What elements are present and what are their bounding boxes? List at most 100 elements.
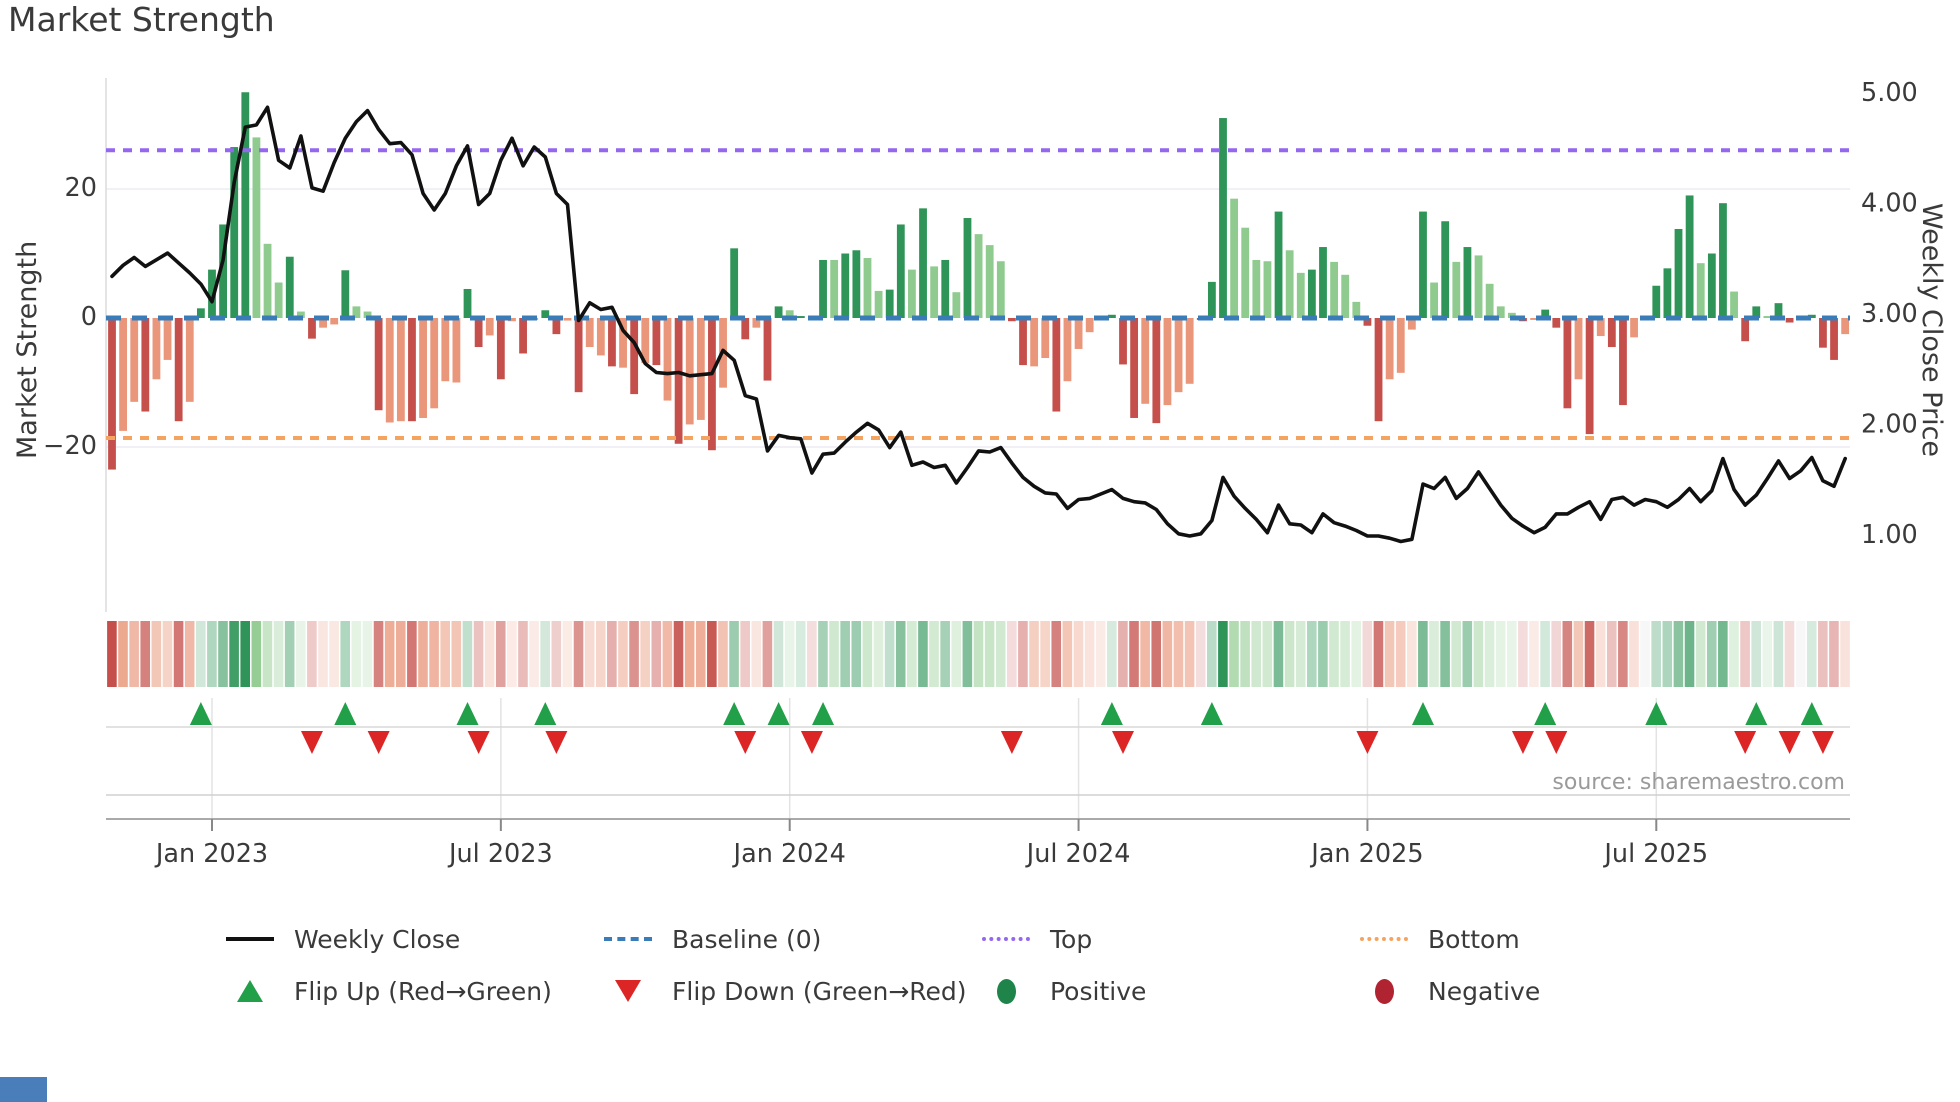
strength-bar	[241, 92, 250, 318]
chart-legend: Weekly Close Baseline (0) Top Bottom Fli…	[224, 918, 1736, 1012]
strength-bar	[1074, 318, 1083, 349]
heatmap-cell	[1118, 621, 1128, 687]
flip-up-marker	[812, 702, 835, 725]
strength-bar	[663, 318, 672, 401]
strength-bar	[374, 318, 383, 411]
flip-up-marker	[334, 702, 357, 725]
strength-bar	[1552, 318, 1561, 328]
heatmap-cell	[1540, 621, 1550, 687]
heatmap-cell	[1618, 621, 1628, 687]
legend-item-negative: Negative	[1358, 970, 1736, 1012]
strength-bar	[1241, 227, 1250, 318]
heatmap-cell	[1062, 621, 1073, 687]
heatmap-cell	[695, 621, 706, 687]
strength-bar	[285, 256, 294, 318]
tick-label: Jan 2024	[732, 839, 846, 869]
heatmap-cell	[451, 621, 462, 687]
flip-down-marker	[1356, 731, 1379, 754]
heatmap-cell	[507, 621, 517, 687]
strength-bar	[330, 318, 339, 325]
strength-bar	[1630, 318, 1638, 338]
bottom-dotted-swatch	[1360, 937, 1408, 941]
heatmap-cell	[1518, 621, 1528, 687]
strength-bar	[1119, 318, 1127, 365]
strength-bar	[308, 318, 316, 339]
heatmap-cell	[684, 621, 695, 687]
heatmap-cell	[129, 621, 139, 687]
baseline-dash-swatch	[604, 937, 652, 941]
heatmap-cell	[1729, 621, 1739, 687]
heatmap-cell	[1140, 621, 1150, 687]
heatmap-cell	[1073, 621, 1084, 687]
strength-bar	[585, 318, 594, 348]
heatmap-cell	[118, 621, 128, 687]
heatmap-cell	[595, 621, 606, 687]
heatmap-cell	[1306, 621, 1317, 687]
strength-bar	[641, 318, 650, 364]
heatmap-cell	[740, 621, 750, 687]
heatmap-cell	[895, 621, 906, 687]
heatmap-cell	[184, 621, 195, 687]
heatmap-strip	[107, 621, 1850, 687]
heatmap-cell	[1040, 621, 1050, 687]
strength-bar	[785, 310, 794, 318]
heatmap-cell	[1818, 621, 1828, 687]
tick-label: −20	[43, 431, 97, 461]
strength-bar	[1363, 318, 1372, 326]
heatmap-cell	[884, 621, 895, 687]
legend-item-positive: Positive	[980, 970, 1358, 1012]
top-dotted-swatch	[982, 937, 1030, 941]
heatmap-cell	[1295, 621, 1306, 687]
heatmap-cell	[784, 621, 795, 687]
strength-bar	[508, 318, 516, 322]
weekly-close-line-swatch	[226, 937, 274, 941]
heatmap-cell	[1406, 621, 1417, 687]
strength-bar	[708, 318, 716, 451]
strength-bar	[474, 318, 483, 348]
tick-label: 3.00	[1861, 299, 1918, 329]
heatmap-cell	[1584, 621, 1595, 687]
flip-up-marker	[456, 702, 479, 725]
legend-label: Flip Up (Red→Green)	[294, 976, 552, 1006]
strength-bar	[619, 318, 627, 368]
strength-bar	[1307, 269, 1316, 318]
heatmap-cell	[651, 621, 662, 687]
strength-bar	[1741, 318, 1750, 342]
strength-bar	[1496, 306, 1505, 318]
heatmap-cell	[907, 621, 917, 687]
heatmap-cell	[951, 621, 962, 687]
heatmap-cell	[940, 621, 950, 687]
flip-up-marker	[1100, 702, 1123, 725]
heatmap-cell	[1740, 621, 1750, 687]
strength-bar	[1463, 247, 1472, 318]
heatmap-cell	[640, 621, 650, 687]
strength-bar	[408, 318, 416, 422]
heatmap-cell	[1440, 621, 1450, 687]
legend-item-flip-up: Flip Up (Red→Green)	[224, 970, 602, 1012]
strength-bar	[385, 318, 394, 423]
strength-bar	[1252, 259, 1261, 318]
heatmap-cell	[462, 621, 473, 687]
flip-up-marker	[189, 702, 212, 725]
heatmap-cell	[1795, 621, 1806, 687]
heatmap-cell	[1784, 621, 1795, 687]
strength-bar	[1785, 318, 1794, 323]
strength-bar	[1152, 318, 1161, 424]
heatmap-cell	[218, 621, 228, 687]
heatmap-cell	[1173, 621, 1184, 687]
heatmap-cell	[807, 621, 817, 687]
strength-bar	[185, 318, 194, 402]
tick-label: Jan 2023	[154, 839, 268, 869]
strength-bar	[1185, 318, 1194, 384]
heatmap-cell	[1095, 621, 1106, 687]
strength-bar	[841, 253, 850, 318]
heatmap-cell	[151, 621, 162, 687]
heatmap-cell	[862, 621, 873, 687]
weekly-close-price-line	[110, 105, 1847, 544]
heatmap-cell	[1773, 621, 1784, 687]
heatmap-cell	[1229, 621, 1239, 687]
heatmap-cell	[929, 621, 939, 687]
heatmap-cell	[829, 621, 839, 687]
heatmap-cell	[362, 621, 373, 687]
positive-dot-icon	[996, 978, 1016, 1004]
